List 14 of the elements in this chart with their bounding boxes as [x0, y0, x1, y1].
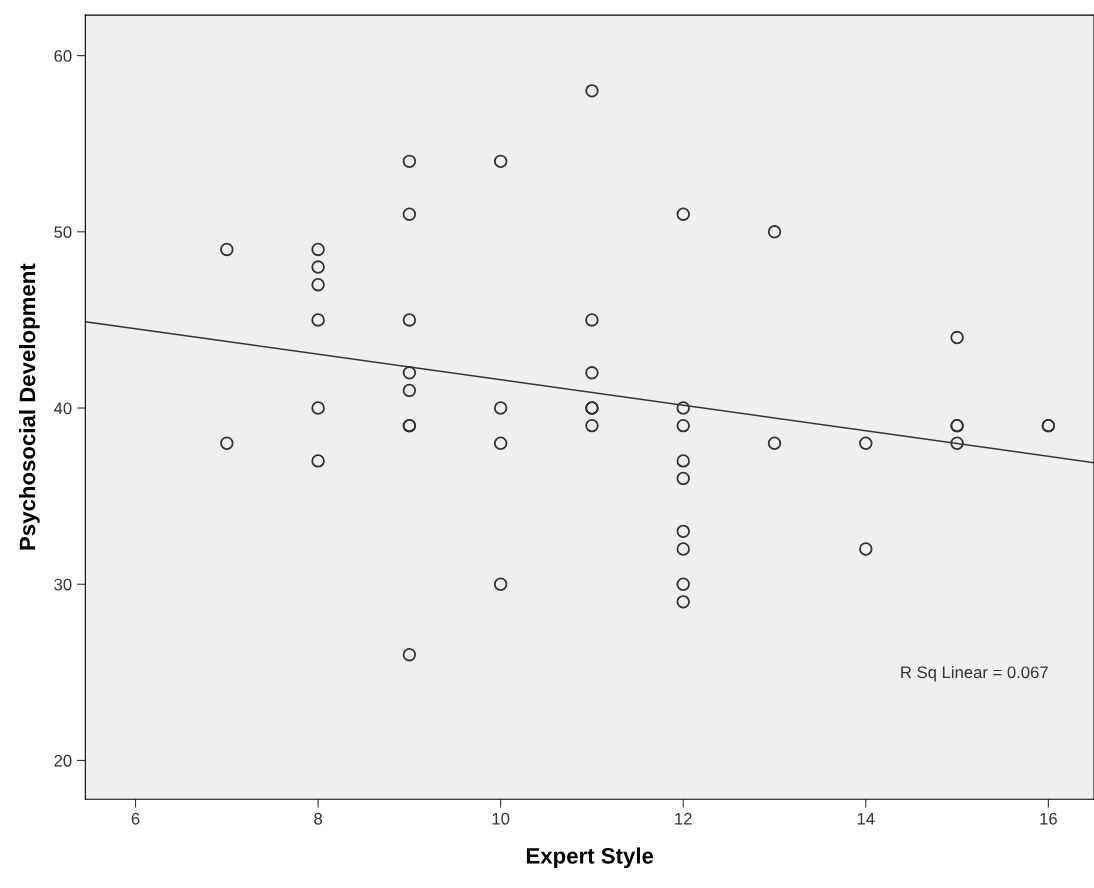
y-tick-label: 60 [54, 50, 72, 62]
x-tick-label: 12 [675, 812, 692, 825]
y-tick-label: 30 [54, 578, 72, 591]
y-tick-label: 40 [53, 402, 72, 415]
x-tick-label: 10 [492, 812, 510, 825]
x-tick-label: 6 [131, 812, 140, 825]
x-tick-label: 14 [857, 813, 875, 825]
y-tick-label: 20 [54, 754, 72, 767]
annotation: R Sq Linear = 0.067 [901, 665, 1048, 682]
x-axis-title: Expert Style [526, 847, 654, 869]
y-axis-title: Psychosocial Development [19, 263, 40, 550]
x-tick-label: 8 [314, 812, 323, 825]
y-tick-label: 50 [54, 226, 72, 239]
x-tick-label: 16 [1040, 812, 1057, 825]
